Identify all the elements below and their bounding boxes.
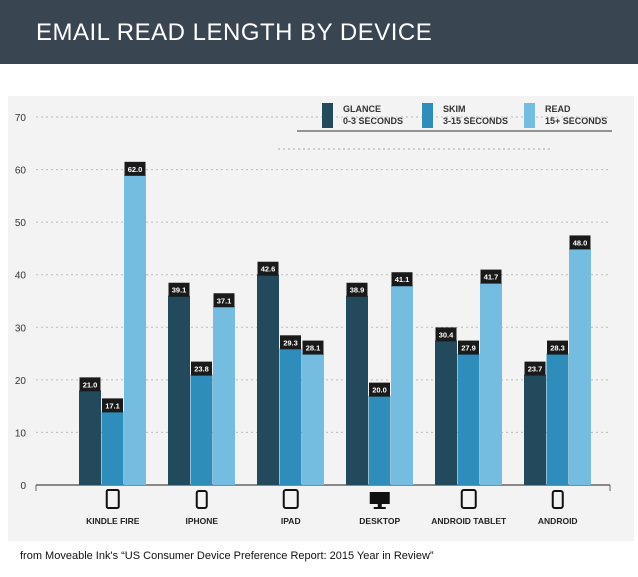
data-label: 21.0 [83,380,98,389]
bar-glance [257,274,279,485]
y-tick-label: 20 [15,376,27,387]
data-label-box [458,340,479,355]
data-label: 30.4 [439,330,454,339]
x-category-label: ANDROID [538,516,578,526]
data-label-box [369,382,390,397]
legend-swatch-read [524,103,535,128]
data-label-box [168,282,190,297]
data-label-box [569,235,591,250]
data-label: 41.1 [395,275,410,284]
bar-skim [279,348,302,485]
data-label-box [435,327,457,342]
phone-icon [551,490,564,509]
monitor-base-icon [373,507,386,509]
bar-glance [79,390,101,485]
data-label: 37.1 [217,296,232,305]
data-label-box [213,293,235,308]
title-bar: EMAIL READ LENGTH BY DEVICE [0,0,638,64]
data-label-box [102,398,123,413]
data-label-box [124,161,146,176]
bar-read [302,353,324,485]
data-label: 20.0 [372,386,387,395]
bar-read [213,306,235,485]
bar-read [480,282,502,485]
x-category-label: ANDROID TABLET [431,516,507,526]
legend-label-glance: GLANCE [343,104,381,114]
data-label: 23.7 [528,365,543,374]
legend-label-read: READ [545,104,571,114]
monitor-stand-icon [377,504,382,507]
x-category-label: IPAD [281,516,301,526]
legend-swatch-skim [422,103,433,128]
data-label: 28.3 [550,344,565,353]
data-label-box [391,272,413,287]
legend-sublabel-skim: 3-15 SECONDS [443,116,509,126]
data-label-box [191,361,212,376]
data-label: 17.1 [105,401,120,410]
data-label-box [280,335,301,350]
bar-skim [546,353,569,485]
data-label-box [302,340,324,355]
bar-read [391,285,413,485]
bar-glance [346,295,368,485]
data-label-box [547,340,568,355]
x-category-label: DESKTOP [359,516,400,526]
data-label: 48.0 [573,238,588,247]
data-label: 29.3 [283,338,298,347]
data-label: 23.8 [194,365,209,374]
y-tick-label: 70 [15,113,27,124]
tablet-icon [460,489,477,509]
legend-sublabel-glance: 0-3 SECONDS [343,116,404,126]
legend-swatch-glance [322,103,333,128]
bar-glance [435,340,457,485]
y-tick-label: 40 [15,271,27,282]
y-tick-label: 50 [15,218,27,229]
data-label: 27.9 [461,344,476,353]
y-tick-label: 10 [15,428,27,439]
bar-skim [457,353,480,485]
bar-glance [168,295,190,485]
chart-title: EMAIL READ LENGTH BY DEVICE [36,19,433,46]
data-label-box [257,261,279,276]
data-label: 62.0 [128,165,143,174]
monitor-icon [369,492,390,504]
data-label: 41.7 [484,273,499,282]
data-label: 28.1 [306,344,321,353]
data-label-box [524,361,546,376]
bar-read [124,174,146,486]
bar-read [569,248,591,485]
y-tick-label: 0 [20,481,26,492]
kindle-icon [105,489,120,509]
x-category-label: IPHONE [185,516,218,526]
bar-skim [101,411,124,485]
data-label: 39.1 [172,286,187,295]
tablet-icon [282,489,299,509]
bar-glance [524,374,546,485]
legend-sublabel-read: 15+ SECONDS [545,116,608,126]
data-label-box [480,269,502,284]
y-tick-label: 60 [15,166,27,177]
phone-icon [195,490,208,509]
data-label-box [346,282,368,297]
legend-label-skim: SKIM [443,104,466,114]
y-tick-label: 30 [15,323,27,334]
bar-skim [368,395,391,485]
data-label-box [79,377,101,392]
bar-skim [190,374,213,485]
x-category-label: KINDLE FIRE [86,516,140,526]
data-label: 42.6 [261,265,276,274]
data-label: 38.9 [350,286,365,295]
source-note: from Moveable Ink's “US Consumer Device … [20,550,434,562]
